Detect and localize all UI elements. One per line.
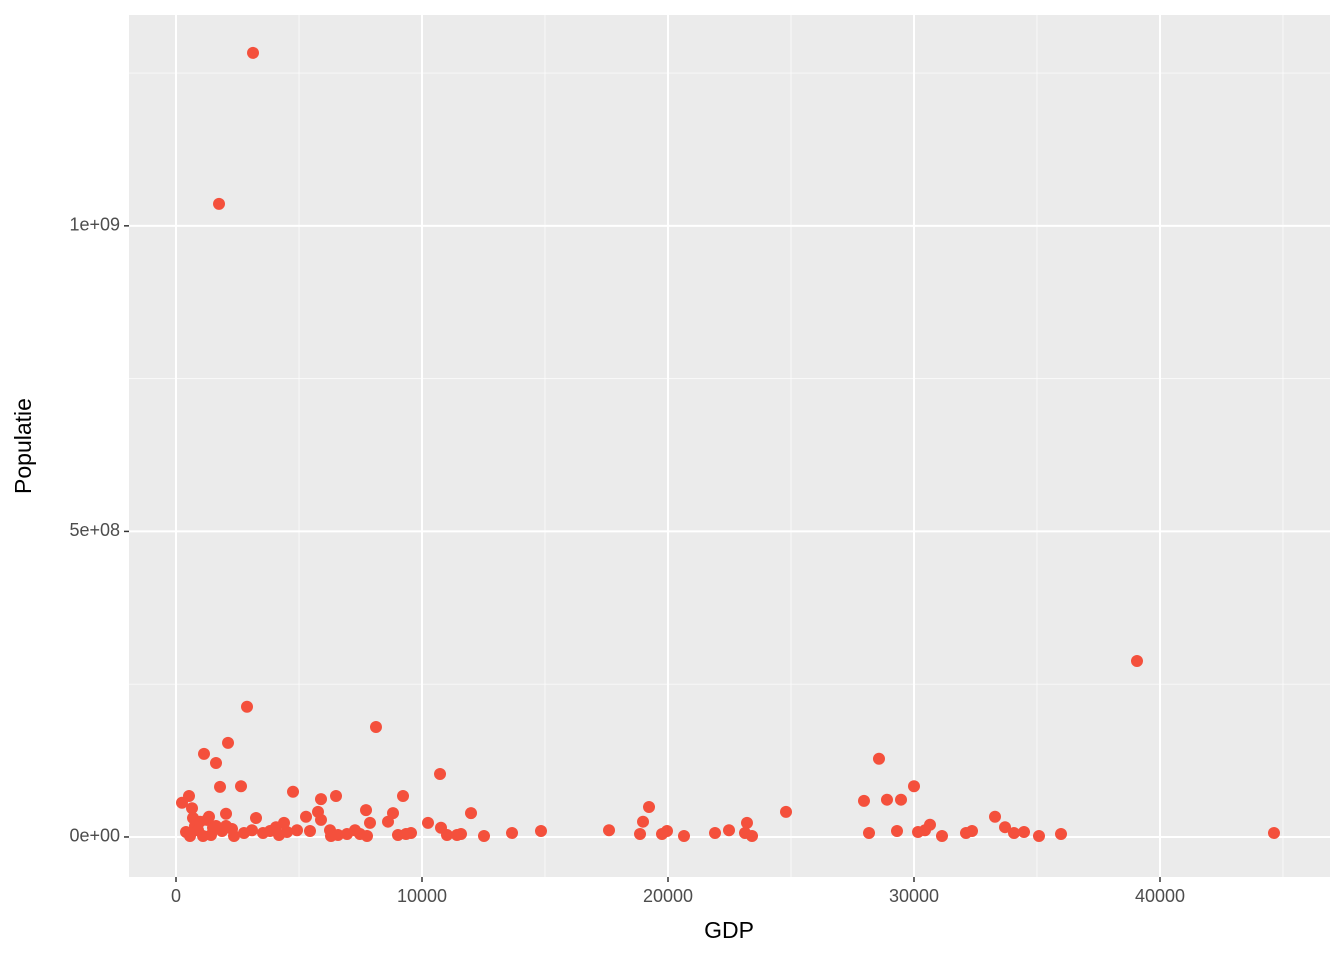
point bbox=[330, 790, 343, 803]
point bbox=[213, 197, 226, 210]
point bbox=[780, 805, 793, 818]
point bbox=[220, 819, 233, 832]
point bbox=[192, 824, 205, 837]
point bbox=[287, 785, 300, 798]
x-tick-label: 10000 bbox=[397, 886, 447, 906]
point bbox=[506, 826, 519, 839]
point bbox=[477, 829, 490, 842]
point bbox=[291, 824, 304, 837]
point bbox=[890, 824, 903, 837]
point bbox=[400, 827, 413, 840]
point bbox=[709, 826, 722, 839]
point bbox=[960, 826, 973, 839]
point bbox=[1055, 827, 1068, 840]
point bbox=[341, 827, 354, 840]
point bbox=[304, 824, 317, 837]
point bbox=[235, 780, 248, 793]
point bbox=[185, 802, 198, 815]
point bbox=[603, 824, 616, 837]
point bbox=[397, 790, 410, 803]
point bbox=[912, 825, 925, 838]
point bbox=[740, 816, 753, 829]
point bbox=[1130, 654, 1143, 667]
point bbox=[989, 810, 1002, 823]
x-tick-label: 30000 bbox=[889, 886, 939, 906]
point bbox=[999, 821, 1012, 834]
panel bbox=[129, 15, 1330, 877]
point bbox=[205, 828, 218, 841]
x-tick-label: 20000 bbox=[643, 886, 693, 906]
point bbox=[465, 807, 478, 820]
point bbox=[1018, 825, 1031, 838]
point bbox=[281, 825, 294, 838]
y-tick-label: 5e+08 bbox=[69, 520, 120, 540]
point bbox=[1032, 829, 1045, 842]
point bbox=[360, 804, 373, 817]
point bbox=[331, 828, 344, 841]
point bbox=[534, 824, 547, 837]
point bbox=[364, 816, 377, 829]
point bbox=[880, 793, 893, 806]
point bbox=[202, 810, 215, 823]
point bbox=[222, 736, 235, 749]
x-tick-label: 0 bbox=[171, 886, 181, 906]
point bbox=[440, 828, 453, 841]
point bbox=[198, 747, 211, 760]
point bbox=[245, 824, 258, 837]
x-axis-title: GDP bbox=[704, 917, 754, 943]
point bbox=[935, 829, 948, 842]
point bbox=[907, 780, 920, 793]
point bbox=[1007, 826, 1020, 839]
point bbox=[370, 720, 383, 733]
point bbox=[723, 824, 736, 837]
point bbox=[228, 829, 241, 842]
point bbox=[643, 801, 656, 814]
point bbox=[634, 827, 647, 840]
point bbox=[382, 815, 395, 828]
point bbox=[250, 812, 263, 825]
point bbox=[264, 824, 277, 837]
point bbox=[314, 813, 327, 826]
point bbox=[247, 46, 260, 59]
y-axis-title: Populatie bbox=[10, 398, 36, 494]
point bbox=[361, 829, 374, 842]
point bbox=[210, 757, 223, 770]
y-tick-label: 1e+09 bbox=[69, 215, 120, 235]
y-tick-label: 0e+00 bbox=[69, 826, 120, 846]
point bbox=[451, 828, 464, 841]
point bbox=[210, 819, 223, 832]
x-tick-label: 40000 bbox=[1135, 886, 1185, 906]
point bbox=[214, 780, 227, 793]
point bbox=[187, 812, 200, 825]
point bbox=[677, 829, 690, 842]
point bbox=[314, 793, 327, 806]
point bbox=[637, 815, 650, 828]
point bbox=[746, 829, 759, 842]
point bbox=[300, 810, 313, 823]
point bbox=[176, 796, 189, 809]
point bbox=[872, 752, 885, 765]
point bbox=[857, 794, 870, 807]
point bbox=[422, 816, 435, 829]
point bbox=[241, 700, 254, 713]
point bbox=[895, 793, 908, 806]
point bbox=[434, 768, 447, 781]
point bbox=[220, 807, 233, 820]
point bbox=[1267, 826, 1280, 839]
point bbox=[863, 826, 876, 839]
point bbox=[655, 827, 668, 840]
